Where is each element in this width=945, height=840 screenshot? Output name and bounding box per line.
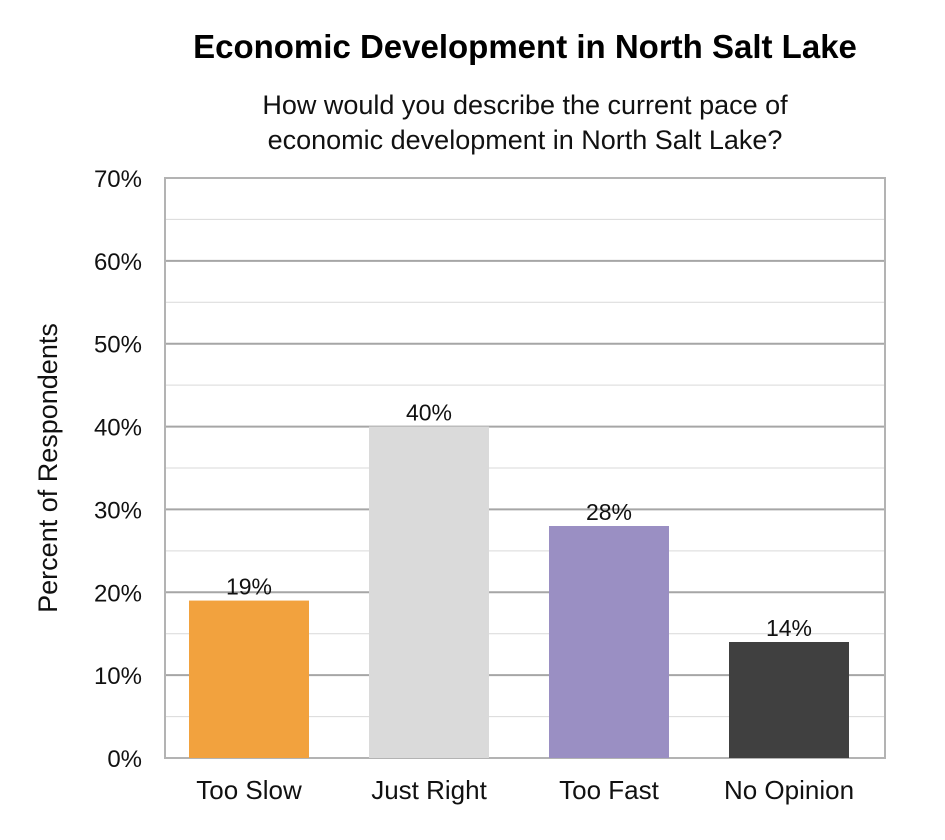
y-axis-ticks: 0% 10% 20% 30% 40% 50% 60% 70% — [94, 166, 142, 773]
y-tick-label: 0% — [107, 746, 142, 773]
plot-frame — [164, 177, 886, 759]
chart-title: Economic Development in North Salt Lake — [193, 28, 857, 65]
x-axis-categories: Too Slow Just Right Too Fast No Opinion — [196, 775, 854, 805]
data-label: 28% — [586, 499, 632, 525]
y-axis-label: Percent of Respondents — [33, 323, 63, 613]
y-tick-label: 50% — [94, 332, 142, 359]
y-tick-label: 20% — [94, 580, 142, 607]
y-tick-label: 70% — [94, 166, 142, 193]
data-label: 14% — [766, 615, 812, 641]
chart-subtitle: How would you describe the current pace … — [150, 88, 900, 158]
bar-too-fast — [549, 526, 669, 758]
y-tick-label: 30% — [94, 497, 142, 524]
bar-just-right — [369, 426, 489, 758]
x-category-label: No Opinion — [724, 775, 854, 805]
y-tick-label: 40% — [94, 415, 142, 442]
x-category-label: Too Fast — [559, 775, 659, 805]
y-tick-label: 10% — [94, 663, 142, 690]
data-label: 40% — [406, 400, 452, 426]
chart-subtitle-line-1: How would you describe the current pace … — [262, 90, 788, 120]
data-label: 19% — [226, 574, 272, 600]
bar-too-slow — [189, 600, 309, 758]
x-category-label: Just Right — [371, 775, 487, 805]
bar-no-opinion — [729, 642, 849, 758]
x-category-label: Too Slow — [196, 775, 302, 805]
bars: 19% 40% 28% 14% — [189, 400, 849, 758]
y-tick-label: 60% — [94, 249, 142, 276]
chart-subtitle-line-2: economic development in North Salt Lake? — [267, 125, 783, 155]
